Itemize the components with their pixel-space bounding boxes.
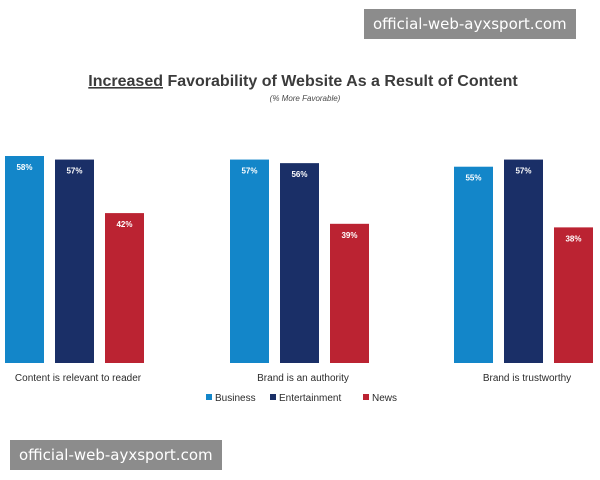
bar-news-2	[330, 223, 369, 363]
watermark-bottom: official-web-ayxsport.com	[10, 440, 222, 470]
bar-value-label: 57%	[241, 167, 257, 176]
legend-label-business: Business	[215, 393, 256, 404]
category-label: Brand is an authority	[257, 373, 349, 384]
category-label: Content is relevant to reader	[15, 373, 142, 384]
watermark-top: official-web-ayxsport.com	[364, 9, 576, 39]
bar-value-label: 42%	[116, 220, 132, 229]
chart-title-underlined: Increased	[88, 73, 163, 90]
legend: Business Entertainment News	[206, 393, 397, 404]
bar-entertainment-2	[280, 163, 319, 363]
chart-title-rest: Favorability of Website As a Result of C…	[163, 73, 518, 90]
bar-news-1	[105, 213, 144, 363]
bar-news-3	[554, 227, 593, 363]
chart-subtitle: (% More Favorable)	[270, 94, 341, 103]
bar-entertainment-3	[504, 159, 543, 363]
bar-value-label: 57%	[66, 167, 82, 176]
chart-title: Increased Favorability of Website As a R…	[88, 73, 518, 90]
bar-business-3	[454, 166, 493, 363]
bar-value-label: 38%	[565, 234, 581, 243]
category-labels: Content is relevant to reader Brand is an…	[15, 373, 571, 384]
legend-swatch-news	[363, 394, 369, 400]
legend-label-news: News	[372, 393, 397, 404]
bar-entertainment-1	[55, 159, 94, 363]
bar-business-1	[5, 156, 44, 363]
bar-value-label: 39%	[341, 231, 357, 240]
bar-value-label: 57%	[515, 167, 531, 176]
legend-label-entertainment: Entertainment	[279, 393, 341, 404]
legend-swatch-entertainment	[270, 394, 276, 400]
legend-swatch-business	[206, 394, 212, 400]
bar-value-label: 55%	[465, 174, 481, 183]
category-label: Brand is trustworthy	[483, 373, 571, 384]
bar-group: 58% 57% 42% 57% 56% 39% 55% 57% 38%	[5, 156, 593, 363]
bar-business-2	[230, 159, 269, 363]
bar-value-label: 58%	[16, 163, 32, 172]
bar-value-label: 56%	[291, 170, 307, 179]
